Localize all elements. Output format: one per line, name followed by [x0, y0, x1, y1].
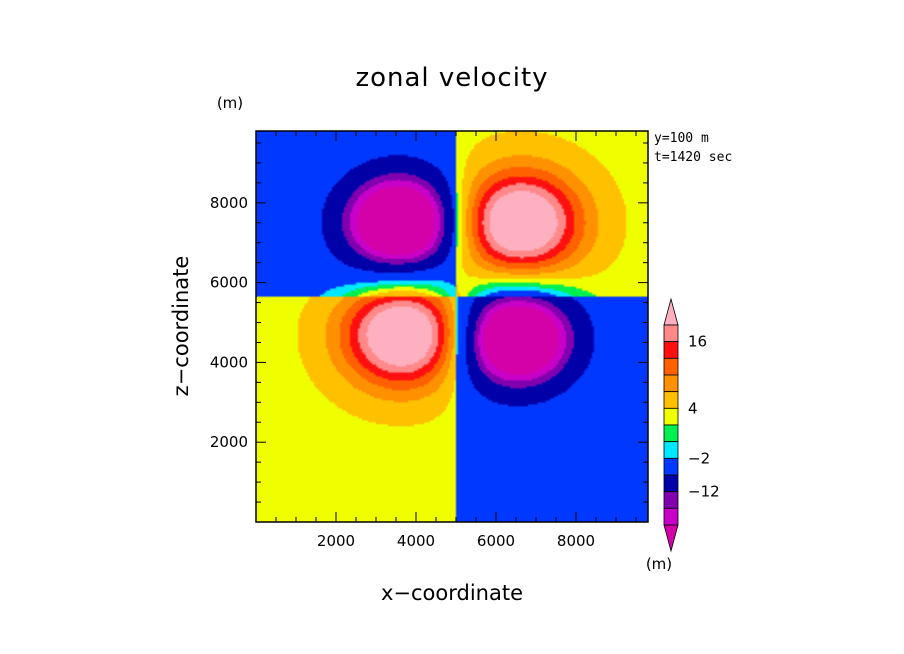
y-tick-label: 8000: [210, 194, 248, 212]
y-axis-label: z−coordinate: [169, 256, 193, 397]
x-tick-label: 8000: [557, 532, 595, 550]
colorbar-segment: [663, 424, 679, 443]
x-axis: 2000 4000 6000 8000: [275, 131, 637, 550]
colorbar-segment: [663, 407, 679, 426]
y-tick-label: 2000: [210, 433, 248, 451]
x-tick-label: 2000: [317, 532, 355, 550]
plot-frame: [255, 130, 649, 523]
chart-title: zonal velocity: [355, 63, 548, 93]
y-axis: 2000 4000 6000 8000: [210, 142, 648, 503]
colorbar-min-arrow: [663, 524, 679, 553]
annotation-t: t=1420 sec: [654, 150, 732, 165]
colorbar-segment: [663, 491, 679, 509]
colorbar-segment: [663, 341, 679, 359]
colorbar-segment: [663, 457, 679, 476]
colorbar-max-arrow: [663, 297, 679, 326]
y-unit-label: (m): [217, 94, 243, 112]
contour-fill: [256, 131, 648, 522]
x-tick-label: 4000: [397, 532, 435, 550]
colorbar-label: 16: [688, 333, 707, 351]
y-tick-label: 6000: [210, 274, 248, 292]
colorbar-segment: [663, 391, 679, 409]
colorbar-segment: [663, 324, 679, 343]
x-axis-label: x−coordinate: [381, 581, 523, 605]
colorbar: 16 4 −2 −12: [663, 297, 720, 553]
colorbar-segment: [663, 507, 679, 526]
annotation-y: y=100 m: [654, 131, 709, 146]
colorbar-segment: [663, 374, 679, 393]
colorbar-segment: [663, 357, 679, 376]
colorbar-unit-label: (m): [646, 555, 672, 573]
colorbar-label: −12: [688, 483, 720, 501]
x-tick-label: 6000: [477, 532, 515, 550]
colorbar-segment: [663, 441, 679, 459]
colorbar-label: −2: [688, 449, 710, 467]
colorbar-label: 4: [688, 399, 698, 417]
y-tick-label: 4000: [210, 353, 248, 371]
contour-field: [256, 131, 648, 522]
colorbar-segment: [663, 474, 679, 493]
